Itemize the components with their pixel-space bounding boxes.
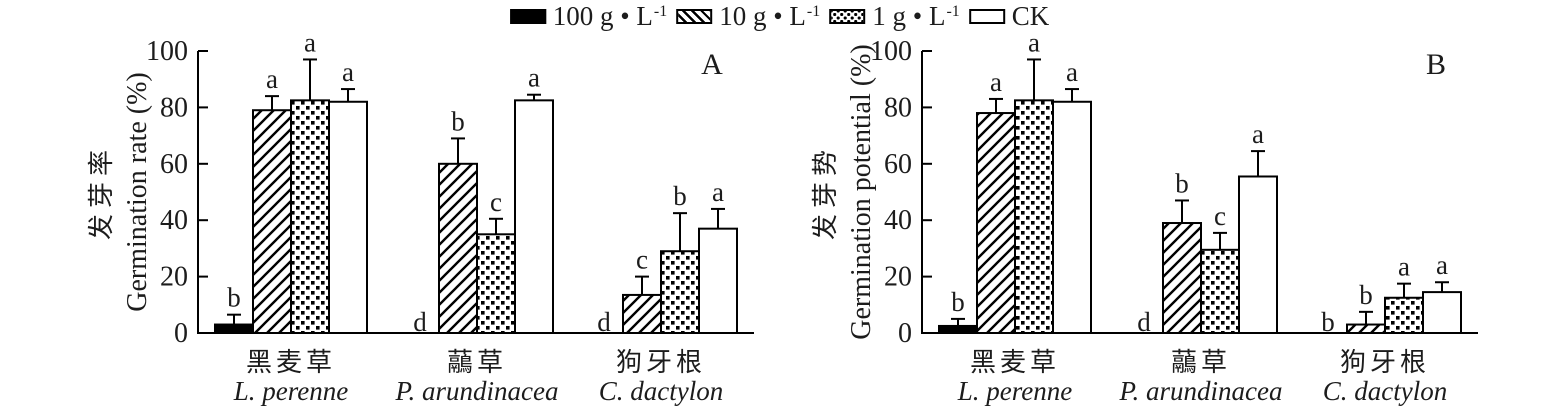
significance-letter: c <box>1214 201 1226 231</box>
legend-item-1g: 1 g • L -1 <box>829 3 960 30</box>
bar-white <box>1422 291 1462 334</box>
significance-letter: a <box>304 27 316 57</box>
category-label-latin: L. perenne <box>233 376 348 406</box>
category-label-zh: 虉草 <box>447 348 507 377</box>
significance-letter: a <box>712 177 724 207</box>
significance-letter: c <box>490 187 502 217</box>
significance-letter: c <box>636 245 648 275</box>
bar-diagonal <box>1162 222 1202 335</box>
bar-dots <box>1384 296 1424 334</box>
category-label-zh: 黑麦草 <box>246 348 336 377</box>
bar-diagonal <box>976 112 1016 335</box>
category-label-latin: P. arundinacea <box>395 376 559 406</box>
significance-letter: a <box>1398 252 1410 282</box>
legend-label-superscript: -1 <box>946 3 960 20</box>
legend-label-superscript: -1 <box>806 3 821 20</box>
bar-diagonal <box>252 109 292 334</box>
significance-letter: b <box>227 283 241 313</box>
legend-item-10g: 10 g • L -1 <box>676 3 820 30</box>
category-label-zh: 黑麦草 <box>970 348 1060 377</box>
significance-letter-zero: d <box>413 307 427 337</box>
bar-solid <box>214 323 254 335</box>
legend-label: 10 g • L -1 <box>719 3 820 30</box>
significance-letter-zero: d <box>597 307 611 337</box>
y-tick-label: 100 <box>146 36 188 67</box>
significance-letter: b <box>1359 280 1373 310</box>
significance-letter: b <box>1175 168 1189 198</box>
panel-a-chart: 0 20 40 60 80 100 发芽率 Germination rate (%) A 黑麦草L… <box>87 27 754 406</box>
significance-letter: b <box>951 287 965 317</box>
significance-letter: a <box>342 57 354 87</box>
y-tick-label: 80 <box>884 92 912 123</box>
category-label-latin: L. perenne <box>957 376 1072 406</box>
bar-white <box>1238 175 1278 334</box>
legend-label-text: CK <box>1011 1 1050 31</box>
category-label-zh: 虉草 <box>1171 348 1231 377</box>
category-label-latin: C. dactylon <box>599 376 723 406</box>
legend-swatch-dots-icon <box>829 9 866 24</box>
y-tick-label: 0 <box>898 318 912 349</box>
significance-letter-zero: b <box>1321 307 1335 337</box>
legend-label-text: 1 g • L <box>872 1 946 31</box>
panel-label: A <box>701 48 723 81</box>
panel-b-chart: 0 20 40 60 80 100 发芽势 Germination potential (%)… <box>811 27 1478 406</box>
legend-item-100g: 100 g • L -1 <box>509 3 668 30</box>
significance-letter: a <box>528 63 540 93</box>
category-label-zh: 狗牙根 <box>1340 348 1430 377</box>
bar-diagonal <box>1346 323 1386 335</box>
category-label-zh: 狗牙根 <box>616 348 706 377</box>
category-label-latin: P. arundinacea <box>1119 376 1283 406</box>
category-label-latin: C. dactylon <box>1323 376 1447 406</box>
legend-label-superscript: -1 <box>653 3 668 20</box>
y-tick-label: 20 <box>884 262 912 293</box>
y-tick-label: 40 <box>884 205 912 236</box>
bar-white <box>328 100 368 335</box>
y-tick-label: 100 <box>870 36 912 67</box>
bar-dots <box>290 99 330 334</box>
y-tick-label: 60 <box>160 149 188 180</box>
legend-swatch-diagonal-icon <box>676 9 713 24</box>
legend-label: CK <box>1012 3 1050 30</box>
bar-dots <box>1200 248 1240 334</box>
significance-letter: a <box>266 64 278 94</box>
bar-dots <box>660 250 700 334</box>
significance-letter: b <box>451 106 465 136</box>
significance-letter: a <box>1436 250 1448 280</box>
significance-letter: a <box>1252 119 1264 149</box>
significance-letter: a <box>990 67 1002 97</box>
legend-label: 100 g • L -1 <box>553 3 668 30</box>
significance-letter: a <box>1066 57 1078 87</box>
legend-item-ck: CK <box>968 3 1050 30</box>
legend-label: 1 g • L -1 <box>872 3 960 30</box>
significance-letter: b <box>673 181 687 211</box>
legend-label-text: 10 g • L <box>719 1 806 31</box>
bar-dots <box>476 233 516 334</box>
legend-swatch-solid-icon <box>509 9 546 24</box>
legend: 100 g • L -1 10 g • L -1 1 g • L -1 CK <box>509 3 1050 30</box>
bar-solid <box>938 324 978 335</box>
y-tick-label: 40 <box>160 205 188 236</box>
bar-white <box>698 227 738 334</box>
y-axis-title-en: Germination potential (%) <box>846 44 877 339</box>
y-axis-title-zh: 发芽势 <box>811 144 840 240</box>
bar-white <box>514 99 554 334</box>
panel-label: B <box>1426 48 1446 81</box>
y-axis-title-en: Germination rate (%) <box>122 72 153 311</box>
bar-diagonal <box>622 293 662 334</box>
significance-letter-zero: d <box>1137 307 1151 337</box>
y-tick-label: 60 <box>884 149 912 180</box>
legend-label-text: 100 g • L <box>552 1 653 31</box>
significance-letter: a <box>1028 27 1040 57</box>
y-axis-title-zh: 发芽率 <box>87 144 116 240</box>
legend-swatch-white-icon <box>968 9 1005 24</box>
y-tick-label: 80 <box>160 92 188 123</box>
y-tick-label: 0 <box>174 318 188 349</box>
bar-diagonal <box>438 162 478 334</box>
y-tick-label: 20 <box>160 262 188 293</box>
bar-dots <box>1014 99 1054 334</box>
bar-white <box>1052 100 1092 335</box>
